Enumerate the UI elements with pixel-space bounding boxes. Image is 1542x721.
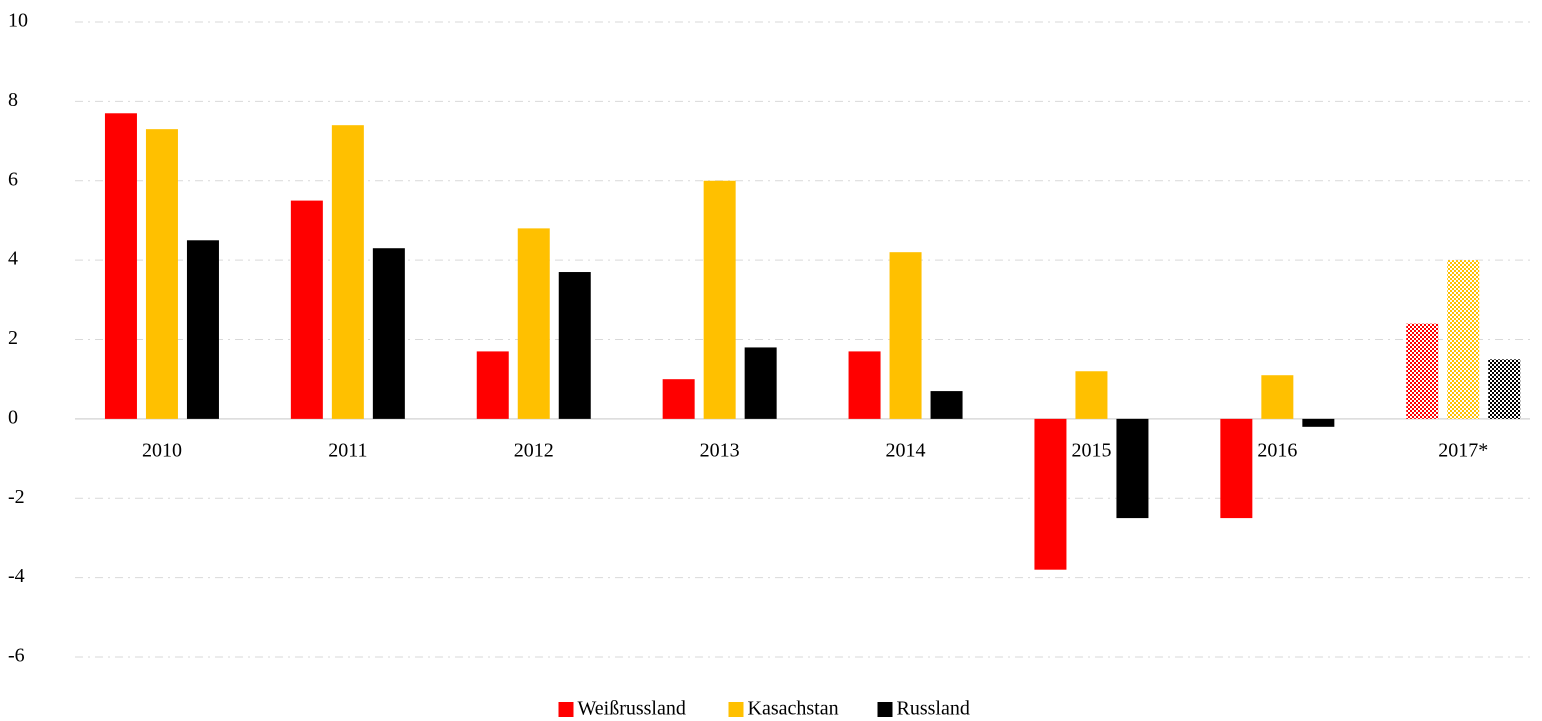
bar bbox=[1302, 418, 1335, 427]
y-tick-label: 2 bbox=[8, 327, 18, 349]
y-tick-label: 6 bbox=[8, 168, 18, 190]
x-tick-label: 2016 bbox=[1257, 439, 1297, 461]
bar bbox=[703, 180, 736, 419]
bar bbox=[744, 347, 777, 419]
bar bbox=[1406, 323, 1439, 419]
x-tick-label: 2015 bbox=[1071, 439, 1111, 461]
legend-swatch bbox=[877, 702, 893, 717]
bar bbox=[1488, 359, 1521, 419]
bar bbox=[145, 129, 178, 419]
bar bbox=[1261, 375, 1294, 419]
bar bbox=[104, 113, 137, 419]
x-tick-label: 2010 bbox=[142, 439, 182, 461]
bar bbox=[930, 391, 963, 419]
x-tick-label: 2011 bbox=[328, 439, 367, 461]
legend-label: Weißrussland bbox=[578, 698, 686, 720]
bar bbox=[558, 272, 591, 419]
bar bbox=[186, 240, 219, 419]
bar bbox=[1116, 418, 1149, 519]
x-tick-label: 2013 bbox=[700, 439, 740, 461]
bar bbox=[517, 228, 550, 419]
bar bbox=[848, 351, 881, 419]
x-tick-label: 2012 bbox=[514, 439, 554, 461]
y-tick-label: 0 bbox=[8, 406, 18, 428]
bar bbox=[889, 252, 922, 419]
legend-swatch bbox=[558, 702, 574, 717]
y-tick-label: -4 bbox=[8, 565, 25, 587]
x-tick-label: 2017* bbox=[1438, 439, 1488, 461]
bar bbox=[1447, 260, 1480, 419]
bar bbox=[662, 379, 695, 419]
legend-label: Kasachstan bbox=[748, 698, 839, 720]
legend-label: Russland bbox=[897, 698, 970, 720]
bar bbox=[1075, 371, 1108, 419]
legend-swatch bbox=[728, 702, 744, 717]
y-tick-label: 10 bbox=[8, 10, 28, 32]
y-tick-label: -2 bbox=[8, 486, 25, 508]
bar bbox=[476, 351, 509, 419]
y-tick-label: 4 bbox=[8, 248, 18, 270]
bar bbox=[372, 248, 405, 419]
y-tick-label: -6 bbox=[8, 645, 25, 667]
y-tick-label: 8 bbox=[8, 89, 18, 111]
x-tick-label: 2014 bbox=[886, 439, 926, 461]
bar bbox=[290, 200, 323, 419]
bar bbox=[331, 125, 364, 419]
bar bbox=[1220, 418, 1253, 519]
bar bbox=[1034, 418, 1067, 570]
